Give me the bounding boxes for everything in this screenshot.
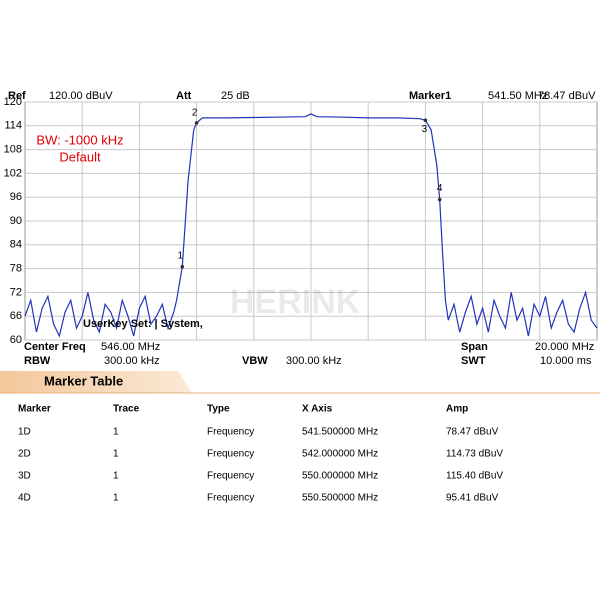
footer-value: 20.000 MHz <box>535 341 594 353</box>
column-header: Amp <box>446 404 468 415</box>
y-tick-label: 90 <box>10 215 22 227</box>
marker-point <box>194 121 199 125</box>
marker-label: Marker1 <box>409 90 451 102</box>
table-cell: 550.000000 MHz <box>302 471 378 482</box>
footer-value: 300.00 kHz <box>286 355 342 367</box>
y-tick-label: 66 <box>10 310 22 322</box>
column-header: Marker <box>18 404 51 415</box>
watermark: HERINK <box>230 283 361 321</box>
y-tick-label: 102 <box>4 167 22 179</box>
table-cell: Frequency <box>207 493 254 504</box>
table-cell: 115.40 dBuV <box>446 471 503 482</box>
marker-point <box>180 264 185 269</box>
marker-label: 2 <box>192 108 198 119</box>
footer-label: Center Freq <box>24 341 86 353</box>
table-cell: 1D <box>18 427 31 438</box>
table-cell: Frequency <box>207 471 254 482</box>
marker-point <box>437 197 442 202</box>
footer-value: 300.00 kHz <box>104 355 160 367</box>
y-tick-label: 72 <box>10 286 22 298</box>
table-header-bar <box>0 371 192 393</box>
table-cell: 1 <box>113 427 119 438</box>
table-cell: Frequency <box>207 427 254 438</box>
table-cell: 1 <box>113 449 119 460</box>
annotation: Default <box>59 149 101 164</box>
table-cell: 542.000000 MHz <box>302 449 378 460</box>
footer-label: RBW <box>24 355 51 367</box>
marker-table: Marker Trace Type X Axis Amp 1D 1 Frequency 541.… <box>18 404 503 504</box>
ref-value: 120.00 dBuV <box>49 90 113 102</box>
table-title: Marker Table <box>44 373 123 388</box>
table-cell: 541.500000 MHz <box>302 427 378 438</box>
att-label: Att <box>176 90 192 102</box>
table-cell: 1 <box>113 493 119 504</box>
y-tick-label: 60 <box>10 334 22 346</box>
table-cell: 78.47 dBuV <box>446 427 499 438</box>
ref-label: Ref <box>8 90 26 102</box>
table-cell: 3D <box>18 471 31 482</box>
trace <box>24 113 598 338</box>
table-cell: 95.41 dBuV <box>446 493 499 504</box>
table-cell: 2D <box>18 449 31 460</box>
column-header: X Axis <box>302 404 333 415</box>
table-cell: 1 <box>113 471 119 482</box>
marker-point <box>423 118 428 123</box>
y-tick-label: 114 <box>4 120 22 132</box>
y-tick-label: 84 <box>10 239 22 251</box>
footer-label: VBW <box>242 355 268 367</box>
annotation: BW: -1000 kHz <box>36 132 123 147</box>
att-value: 25 dB <box>221 90 250 102</box>
y-tick-label: 108 <box>4 144 22 156</box>
table-cell: Frequency <box>207 449 254 460</box>
footer-label: SWT <box>461 355 486 367</box>
table-cell: 4D <box>18 493 31 504</box>
y-tick-label: 96 <box>10 191 22 203</box>
table-cell: 114.73 dBuV <box>446 449 503 460</box>
y-tick-label: 78 <box>10 263 22 275</box>
annotation: UserKey Set: | System, <box>83 318 203 330</box>
marker-label: 4 <box>437 183 443 194</box>
plot: 60 66 72 78 84 90 96 102 108 114 120 1 2 3 4 <box>4 96 598 346</box>
table-cell: 550.500000 MHz <box>302 493 378 504</box>
marker-label: 1 <box>178 250 184 261</box>
footer-value: 10.000 ms <box>540 355 592 367</box>
y-tick-label: 120 <box>4 96 22 108</box>
marker-label: 3 <box>422 124 428 135</box>
column-header: Type <box>207 404 230 415</box>
footer-value: 546.00 MHz <box>101 341 160 353</box>
marker-x: 541.50 MHz <box>488 90 547 102</box>
footer-label: Span <box>461 341 488 353</box>
marker-y: 78.47 dBuV <box>538 90 596 102</box>
column-header: Trace <box>113 404 140 415</box>
